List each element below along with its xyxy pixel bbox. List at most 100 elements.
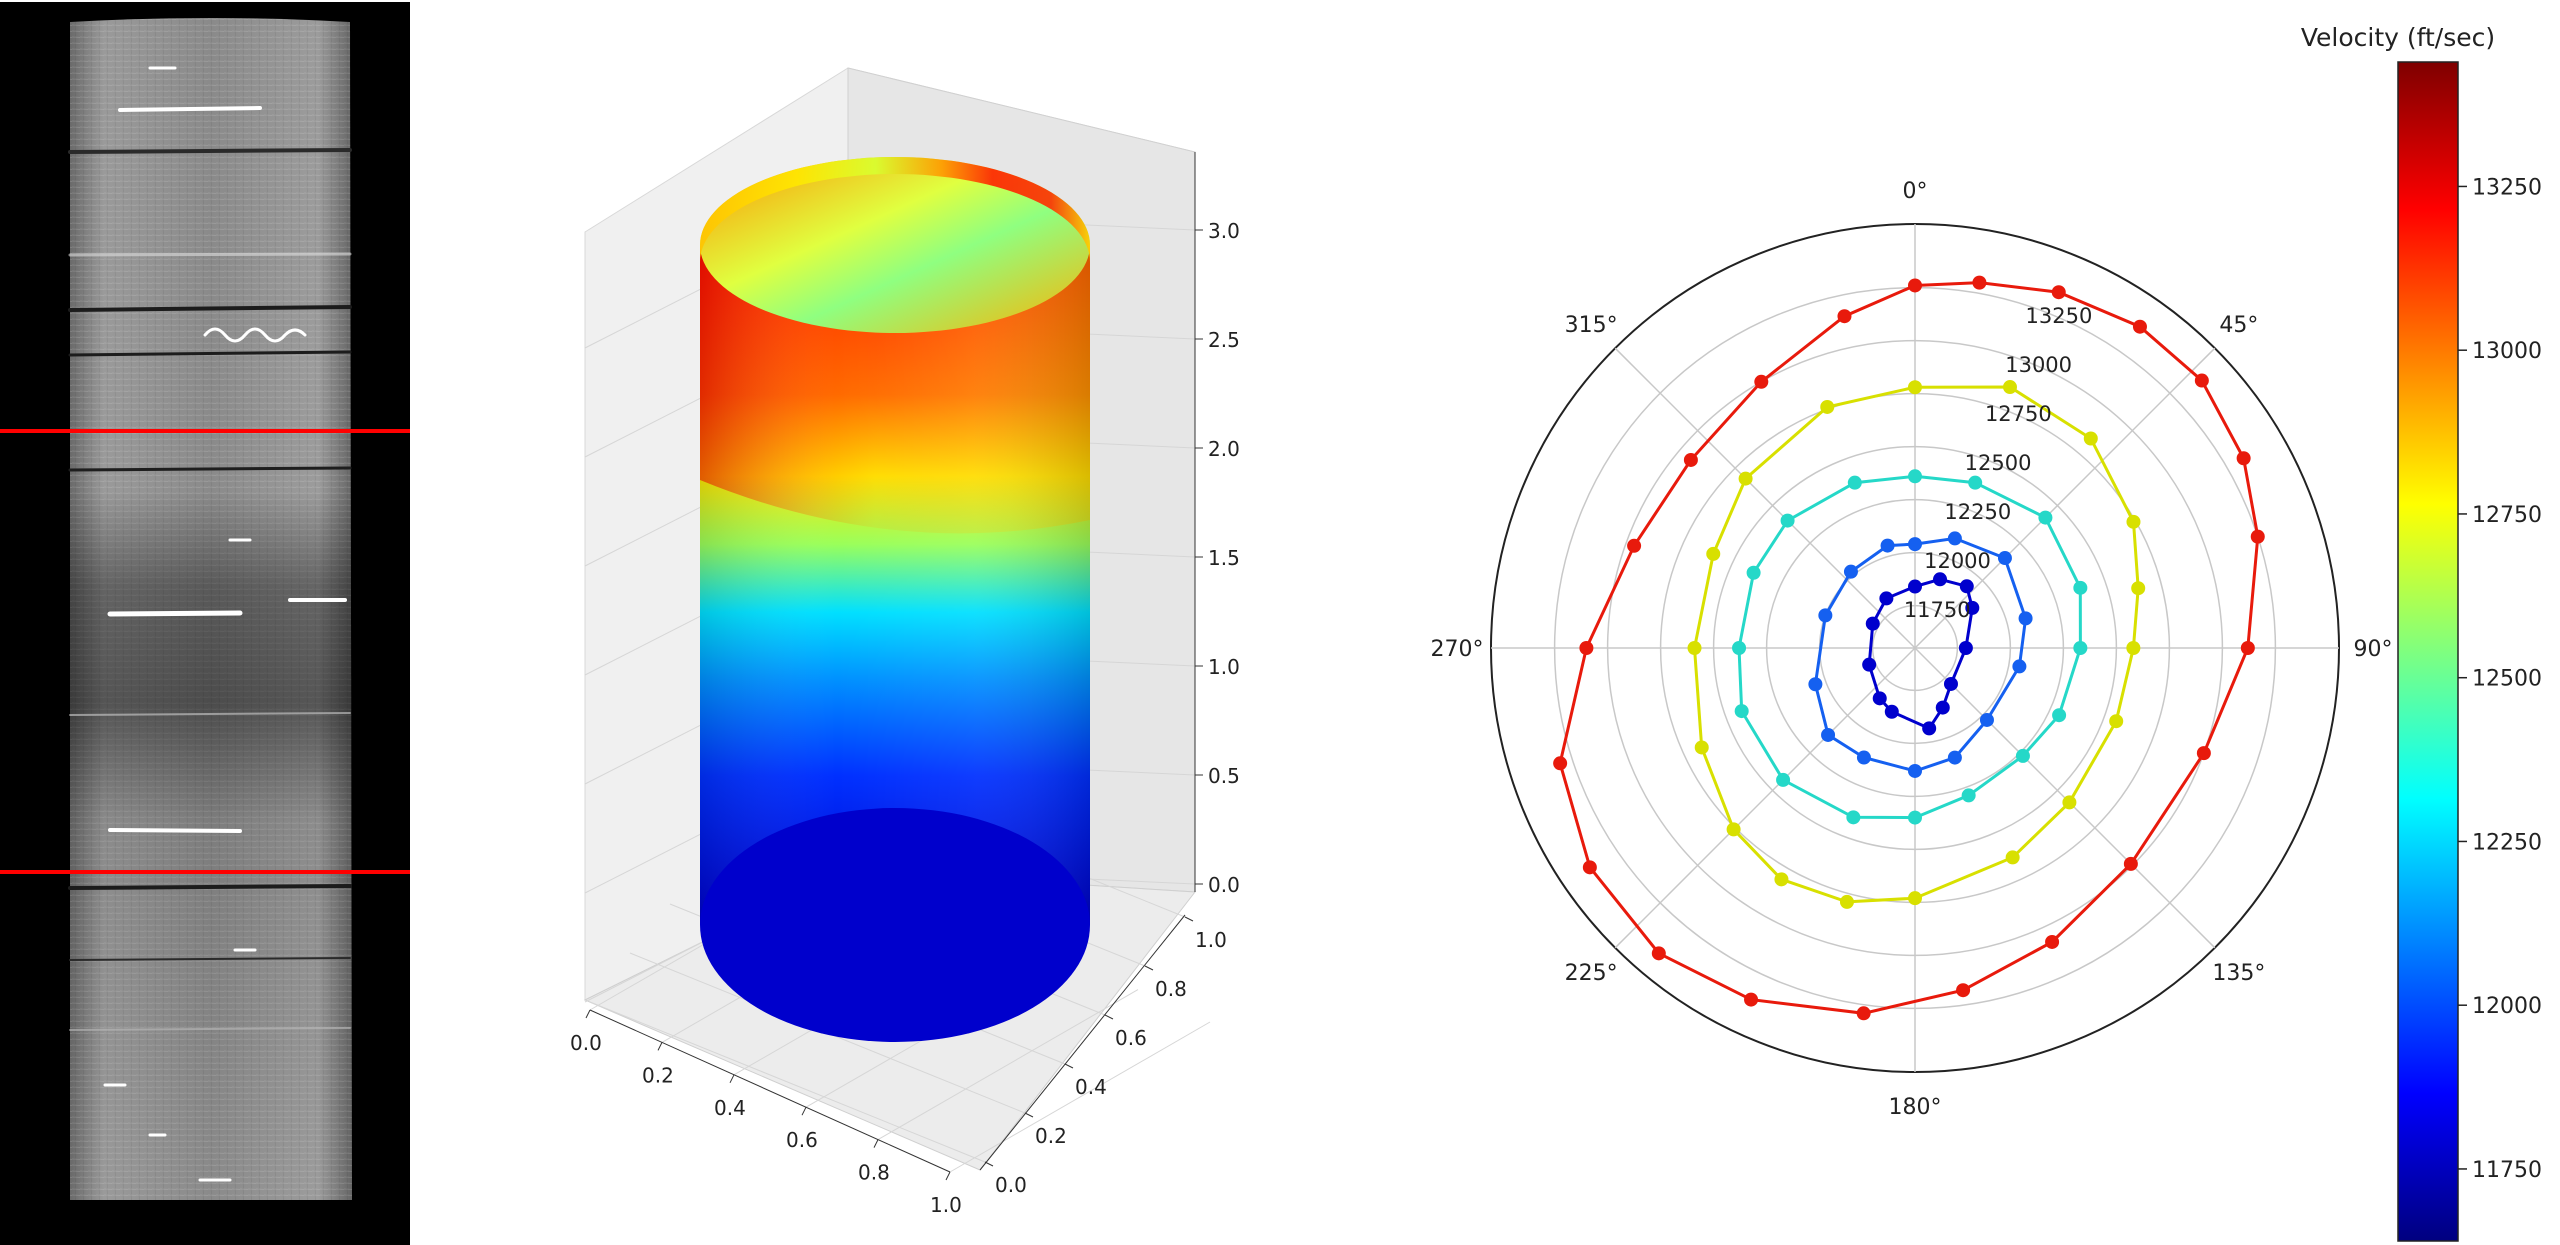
polar-data-point <box>1979 712 1994 727</box>
polar-radial-labels: 11750 12000 12250 12500 12750 13000 13250 <box>1904 304 2093 622</box>
polar-angle-label: 90° <box>2354 637 2393 662</box>
polar-data-point <box>1922 721 1937 736</box>
polar-data-point <box>1821 727 1836 742</box>
x-tick-mark <box>945 1171 951 1181</box>
surface3d-panel: 0.0 0.5 1.0 1.5 2.0 2.5 3.0 0.0 0.2 0.4 0.6 0.8 1.0… <box>570 67 1240 1217</box>
x-tick-mark <box>873 1139 879 1148</box>
x-tick-label: 0.2 <box>642 1063 674 1087</box>
polar-data-point <box>1908 579 1922 594</box>
polar-data-point <box>1972 275 1987 290</box>
polar-data-point <box>1627 538 1642 553</box>
surface3d-gridline-x <box>949 1021 1211 1173</box>
polar-data-point <box>1744 992 1759 1007</box>
polar-data-point <box>1965 600 1980 615</box>
polar-data-point <box>1754 374 1769 389</box>
y-tick-label: 0.8 <box>1155 977 1187 1001</box>
polar-data-point <box>1943 676 1958 691</box>
x-tick-label: 0.0 <box>570 1031 602 1055</box>
polar-data-point <box>2194 373 2209 388</box>
x-tick-label: 0.8 <box>858 1161 890 1185</box>
polar-data-point <box>1843 564 1858 579</box>
polar-radial-label: 11750 <box>1904 598 1971 622</box>
polar-data-point <box>1651 946 1666 961</box>
polar-angle-label: 225° <box>1565 961 1618 986</box>
polar-data-point <box>1839 894 1854 909</box>
polar-data-point <box>1726 822 1741 837</box>
polar-data-point <box>2123 856 2138 871</box>
polar-data-point <box>1734 704 1749 719</box>
surface3d-x-axis: 0.0 0.2 0.4 0.6 0.8 1.0 <box>570 1009 962 1217</box>
cylinder-top-rim <box>700 157 1090 262</box>
polar-data-point <box>1961 788 1976 803</box>
polar-angle-label: 315° <box>1565 313 1618 338</box>
z-tick-label: 2.5 <box>1208 328 1240 352</box>
polar-spoke <box>1614 347 1916 649</box>
colorbar-ticks: 11750 12000 12250 12500 12750 13000 13250 <box>2458 175 2542 1183</box>
surface3d-y-axis: 0.0 0.2 0.4 0.6 0.8 1.0 <box>979 914 1227 1197</box>
polar-panel: 0°45°90°135°180°225°270°315° 11750120001… <box>1431 179 2393 1120</box>
polar-data-point <box>1865 616 1880 631</box>
polar-data-point <box>2109 714 2124 729</box>
polar-data-point <box>1908 537 1922 552</box>
x-tick-mark <box>729 1074 735 1084</box>
polar-series <box>1553 275 2265 1021</box>
polar-radial-label: 12000 <box>1924 549 1991 573</box>
x-tick-mark <box>657 1042 663 1051</box>
y-tick-mark <box>1184 916 1194 922</box>
colorbar-title: Velocity (ft/sec) <box>2301 23 2495 52</box>
polar-data-point <box>1846 810 1861 825</box>
polar-angle-labels: 0° 45° 90° 135° 180° 225° 270° 315° <box>1431 179 2393 1120</box>
polar-spoke <box>1614 647 1916 949</box>
polar-data-point <box>1847 475 1862 490</box>
polar-data-point <box>1774 872 1789 887</box>
polar-angle-label: 0° <box>1903 179 1928 204</box>
polar-data-point <box>2062 795 2077 810</box>
y-tick-mark <box>1024 1112 1034 1118</box>
polar-radial-label: 13000 <box>2005 353 2072 377</box>
polar-data-point <box>1880 538 1895 553</box>
polar-angle-label: 135° <box>2212 961 2265 986</box>
y-tick-label: 0.2 <box>1035 1124 1067 1148</box>
polar-data-point <box>1884 704 1899 719</box>
core-scan-shadow <box>70 18 352 1200</box>
polar-data-point <box>1947 750 1962 765</box>
polar-data-point <box>1908 278 1922 293</box>
polar-data-point <box>1997 551 2012 566</box>
polar-data-point <box>1856 750 1871 765</box>
z-tick-label: 0.5 <box>1208 764 1240 788</box>
surface3d-gridline-y <box>589 1001 986 1163</box>
core-scan-panel <box>0 2 410 1245</box>
polar-data-point <box>1968 475 1983 490</box>
z-tick-label: 2.0 <box>1208 437 1240 461</box>
y-tick-label: 0.0 <box>995 1173 1027 1197</box>
colorbar-tick-label: 12250 <box>2472 830 2542 855</box>
y-tick-label: 1.0 <box>1195 928 1227 952</box>
polar-data-point <box>1746 565 1761 580</box>
polar-angle-label: 180° <box>1889 1095 1942 1120</box>
polar-data-point <box>1687 641 1702 655</box>
polar-data-point <box>1820 399 1835 414</box>
polar-radial-label: 12500 <box>1965 451 2032 475</box>
polar-angle-label: 45° <box>2219 313 2258 338</box>
x-tick-label: 0.6 <box>786 1128 818 1152</box>
polar-data-point <box>2126 514 2141 529</box>
polar-data-point <box>1872 691 1887 706</box>
polar-data-point <box>1958 641 1973 655</box>
colorbar-tick-label: 12500 <box>2472 667 2542 692</box>
polar-data-point <box>1908 380 1922 395</box>
polar-data-point <box>2051 285 2066 300</box>
x-tick-mark <box>585 1009 591 1019</box>
cylinder-top-inner <box>700 157 1090 333</box>
z-tick-label: 1.0 <box>1208 655 1240 679</box>
polar-data-point <box>2073 641 2088 655</box>
polar-data-point <box>1738 471 1753 486</box>
y-tick-label: 0.4 <box>1075 1075 1107 1099</box>
polar-data-point <box>1808 677 1823 692</box>
polar-data-point <box>1579 641 1594 655</box>
polar-data-point <box>1553 756 1568 771</box>
colorbar-tick-label: 12750 <box>2472 503 2542 528</box>
polar-data-point <box>2250 529 2265 544</box>
polar-data-point <box>2083 431 2098 446</box>
cylinder-bottom <box>700 808 1090 1042</box>
